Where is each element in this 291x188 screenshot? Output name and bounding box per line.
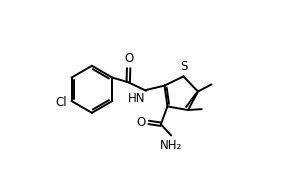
Text: O: O	[136, 116, 146, 129]
Text: O: O	[124, 52, 133, 65]
Text: NH₂: NH₂	[160, 139, 182, 152]
Text: Cl: Cl	[55, 96, 67, 109]
Text: HN: HN	[128, 92, 145, 105]
Text: S: S	[181, 60, 188, 73]
